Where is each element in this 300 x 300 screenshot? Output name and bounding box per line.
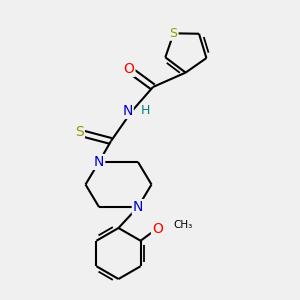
- Text: S: S: [169, 27, 178, 40]
- Text: CH₃: CH₃: [174, 220, 193, 230]
- Text: O: O: [152, 222, 163, 236]
- Text: H: H: [141, 104, 150, 117]
- Text: N: N: [94, 155, 104, 169]
- Text: O: O: [124, 62, 134, 76]
- Text: N: N: [122, 104, 133, 118]
- Text: N: N: [133, 200, 143, 214]
- Text: S: S: [75, 125, 84, 139]
